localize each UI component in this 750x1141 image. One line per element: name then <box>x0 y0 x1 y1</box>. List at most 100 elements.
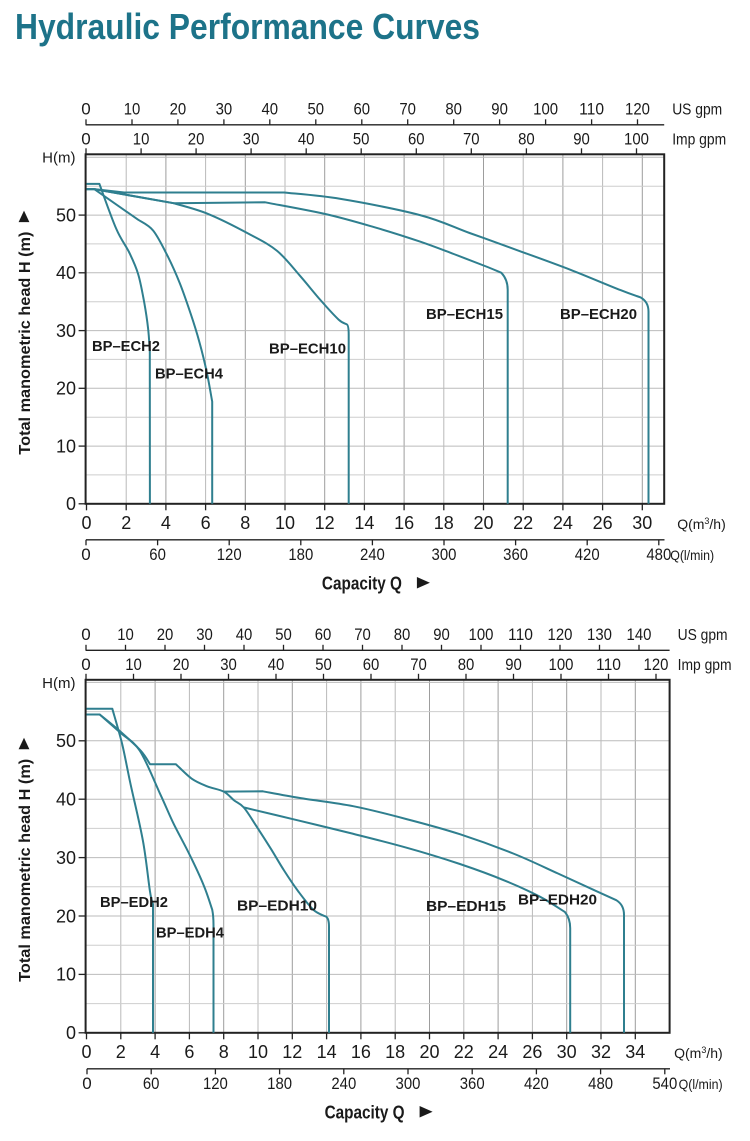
svg-text:80: 80 <box>458 655 475 674</box>
svg-text:10: 10 <box>275 513 295 533</box>
svg-text:US gpm: US gpm <box>678 627 728 644</box>
svg-text:20: 20 <box>56 906 76 926</box>
svg-text:Imp gpm: Imp gpm <box>672 132 726 149</box>
svg-text:30: 30 <box>216 100 233 119</box>
svg-text:16: 16 <box>394 513 414 533</box>
svg-text:14: 14 <box>354 513 374 533</box>
svg-text:70: 70 <box>399 100 416 119</box>
svg-text:32: 32 <box>591 1042 611 1062</box>
svg-text:4: 4 <box>161 513 171 533</box>
svg-text:360: 360 <box>503 545 528 564</box>
svg-text:120: 120 <box>203 1074 228 1093</box>
svg-text:40: 40 <box>236 625 253 644</box>
svg-text:180: 180 <box>288 545 313 564</box>
svg-text:300: 300 <box>396 1074 421 1093</box>
svg-text:0: 0 <box>81 513 91 533</box>
svg-text:14: 14 <box>317 1042 337 1062</box>
svg-text:20: 20 <box>173 655 190 674</box>
svg-text:60: 60 <box>363 655 380 674</box>
svg-text:Capacity Q: Capacity Q <box>325 1102 405 1123</box>
svg-text:80: 80 <box>518 130 535 149</box>
svg-text:30: 30 <box>220 655 237 674</box>
svg-text:80: 80 <box>394 625 411 644</box>
svg-text:20: 20 <box>170 100 187 119</box>
svg-text:BP–ECH2: BP–ECH2 <box>92 338 160 355</box>
svg-text:20: 20 <box>157 625 174 644</box>
svg-text:10: 10 <box>125 655 142 674</box>
svg-text:Total manometric head H (m): Total manometric head H (m) <box>17 759 34 982</box>
svg-text:0: 0 <box>82 1074 91 1093</box>
svg-text:70: 70 <box>463 130 480 149</box>
svg-text:0: 0 <box>81 655 90 674</box>
svg-text:BP–ECH20: BP–ECH20 <box>560 306 637 323</box>
svg-text:30: 30 <box>632 513 652 533</box>
svg-text:Hydraulic Performance Curves: Hydraulic Performance Curves <box>15 6 480 47</box>
svg-text:50: 50 <box>56 205 76 225</box>
svg-text:4: 4 <box>150 1042 160 1062</box>
svg-text:40: 40 <box>262 100 279 119</box>
svg-text:480: 480 <box>646 545 671 564</box>
svg-text:540: 540 <box>652 1074 677 1093</box>
svg-text:Q(l/min): Q(l/min) <box>679 1076 723 1092</box>
svg-text:100: 100 <box>624 130 649 149</box>
svg-text:12: 12 <box>315 513 335 533</box>
svg-text:24: 24 <box>553 513 573 533</box>
svg-text:30: 30 <box>56 321 76 341</box>
svg-text:100: 100 <box>533 100 558 119</box>
svg-text:0: 0 <box>66 494 76 514</box>
svg-text:180: 180 <box>267 1074 292 1093</box>
svg-text:240: 240 <box>360 545 385 564</box>
svg-text:30: 30 <box>196 625 213 644</box>
svg-text:6: 6 <box>184 1042 194 1062</box>
svg-text:18: 18 <box>434 513 454 533</box>
svg-text:10: 10 <box>56 436 76 456</box>
svg-text:24: 24 <box>488 1042 508 1062</box>
svg-text:0: 0 <box>81 545 90 564</box>
svg-text:12: 12 <box>282 1042 302 1062</box>
svg-text:BP–EDH4: BP–EDH4 <box>156 925 225 942</box>
svg-text:140: 140 <box>627 625 652 644</box>
svg-text:20: 20 <box>473 513 493 533</box>
svg-text:0: 0 <box>81 100 90 119</box>
svg-text:26: 26 <box>522 1042 542 1062</box>
svg-text:90: 90 <box>505 655 522 674</box>
svg-text:BP–ECH15: BP–ECH15 <box>426 306 503 323</box>
svg-text:50: 50 <box>275 625 292 644</box>
svg-text:50: 50 <box>353 130 370 149</box>
svg-text:BP–EDH20: BP–EDH20 <box>518 892 597 909</box>
svg-text:100: 100 <box>549 655 574 674</box>
svg-text:20: 20 <box>56 379 76 399</box>
svg-text:120: 120 <box>217 545 242 564</box>
svg-text:22: 22 <box>513 513 533 533</box>
svg-text:0: 0 <box>81 625 90 644</box>
svg-text:60: 60 <box>408 130 425 149</box>
svg-text:10: 10 <box>124 100 141 119</box>
svg-text:90: 90 <box>573 130 590 149</box>
svg-text:50: 50 <box>308 100 325 119</box>
svg-text:60: 60 <box>354 100 371 119</box>
svg-text:50: 50 <box>315 655 332 674</box>
svg-text:H(m): H(m) <box>42 675 75 692</box>
svg-text:Imp gpm: Imp gpm <box>678 657 732 674</box>
svg-text:BP–EDH10: BP–EDH10 <box>237 898 317 915</box>
svg-text:BP–EDH2: BP–EDH2 <box>100 894 168 911</box>
svg-text:60: 60 <box>143 1074 160 1093</box>
svg-text:60: 60 <box>315 625 332 644</box>
svg-text:10: 10 <box>133 130 150 149</box>
svg-text:0: 0 <box>81 1042 91 1062</box>
svg-text:10: 10 <box>56 965 76 985</box>
svg-text:360: 360 <box>460 1074 485 1093</box>
svg-text:20: 20 <box>188 130 205 149</box>
svg-text:40: 40 <box>298 130 315 149</box>
svg-text:240: 240 <box>331 1074 356 1093</box>
svg-text:6: 6 <box>201 513 211 533</box>
svg-text:H(m): H(m) <box>42 150 75 167</box>
svg-text:0: 0 <box>66 1023 76 1043</box>
svg-text:110: 110 <box>579 100 604 119</box>
svg-text:480: 480 <box>588 1074 613 1093</box>
svg-text:18: 18 <box>385 1042 405 1062</box>
svg-text:110: 110 <box>508 625 533 644</box>
svg-text:90: 90 <box>491 100 508 119</box>
svg-text:2: 2 <box>121 513 131 533</box>
svg-text:60: 60 <box>149 545 166 564</box>
